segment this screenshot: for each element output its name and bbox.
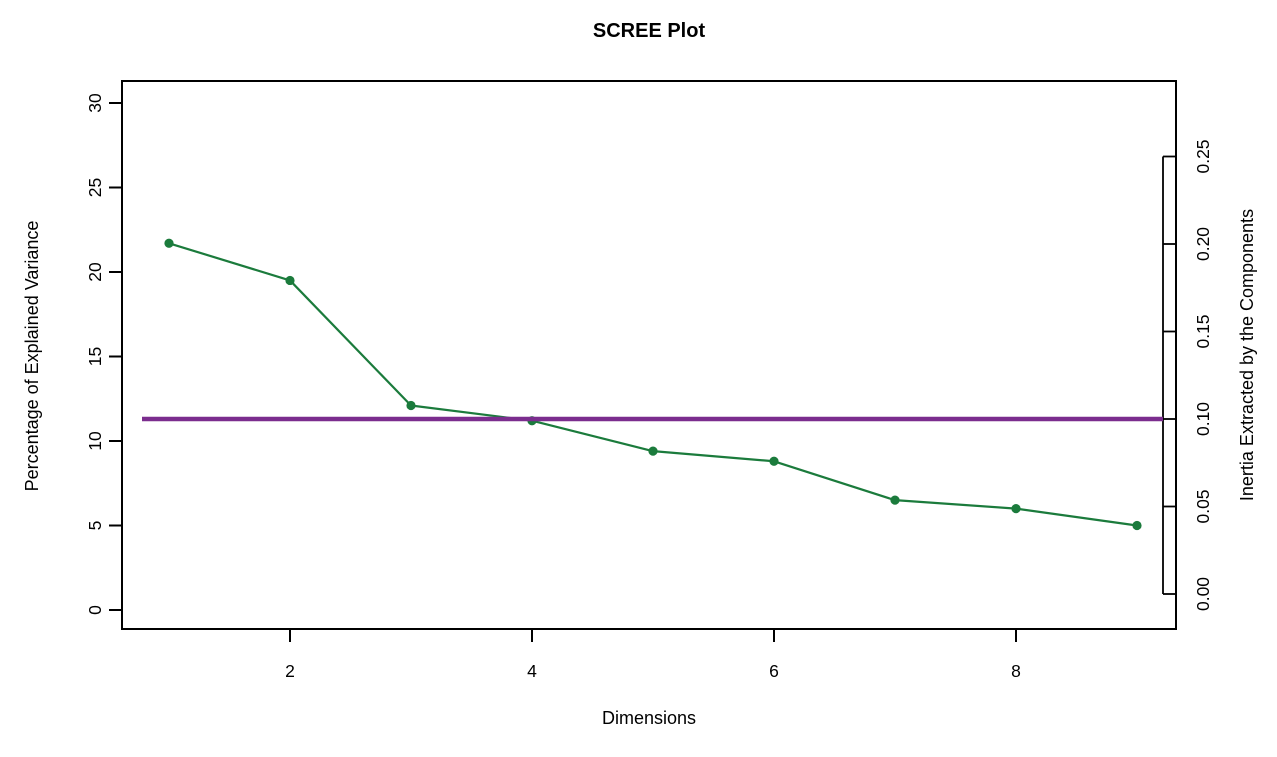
y-axis-right-tick-label: 0.00 xyxy=(1193,577,1213,611)
data-point xyxy=(406,400,416,411)
x-axis-tick-label: 8 xyxy=(1011,661,1021,681)
data-series-group xyxy=(164,238,1142,531)
y-axis-right-tick-label: 0.25 xyxy=(1193,139,1213,173)
x-axis-tick-label: 2 xyxy=(285,661,295,681)
y-axis-left-tick-label: 15 xyxy=(85,347,105,366)
data-point xyxy=(769,456,779,466)
x-axis-tick-label: 6 xyxy=(769,661,779,681)
x-axis-title: Dimensions xyxy=(602,708,696,728)
y-axis-left-tick-label: 25 xyxy=(85,178,105,197)
x-axis-ticks: 2 4 6 8 xyxy=(285,629,1021,681)
y-axis-right-tick-label: 0.15 xyxy=(1193,314,1213,348)
data-point xyxy=(648,446,658,456)
y-axis-left-ticks: 0 5 10 15 20 25 30 xyxy=(85,93,122,615)
y-axis-left-tick-label: 30 xyxy=(85,93,105,113)
plot-title: SCREE Plot xyxy=(593,20,706,42)
y-axis-left-tick-label: 10 xyxy=(85,431,105,451)
data-point xyxy=(1132,520,1142,531)
y-axis-left-tick-label: 0 xyxy=(85,605,105,615)
y-axis-left-title: Percentage of Explained Variance xyxy=(22,221,42,492)
y-axis-right-ticks: 0.00 0.05 0.10 0.15 0.20 0.25 xyxy=(1162,139,1213,611)
y-axis-right-tick-label: 0.05 xyxy=(1193,489,1213,523)
data-point xyxy=(890,495,900,505)
data-point xyxy=(285,275,295,286)
x-axis-tick-label: 4 xyxy=(527,661,537,681)
y-axis-left-tick-label: 5 xyxy=(85,521,105,531)
data-line xyxy=(167,242,1139,527)
data-point xyxy=(164,238,174,248)
y-axis-left-tick-label: 20 xyxy=(85,262,105,282)
data-point xyxy=(1011,504,1021,514)
y-axis-right-tick-label: 0.20 xyxy=(1193,227,1213,261)
y-axis-right-title: Inertia Extracted by the Components xyxy=(1237,209,1257,501)
y-axis-right-tick-label: 0.10 xyxy=(1193,402,1213,436)
plot-border xyxy=(121,80,1177,630)
